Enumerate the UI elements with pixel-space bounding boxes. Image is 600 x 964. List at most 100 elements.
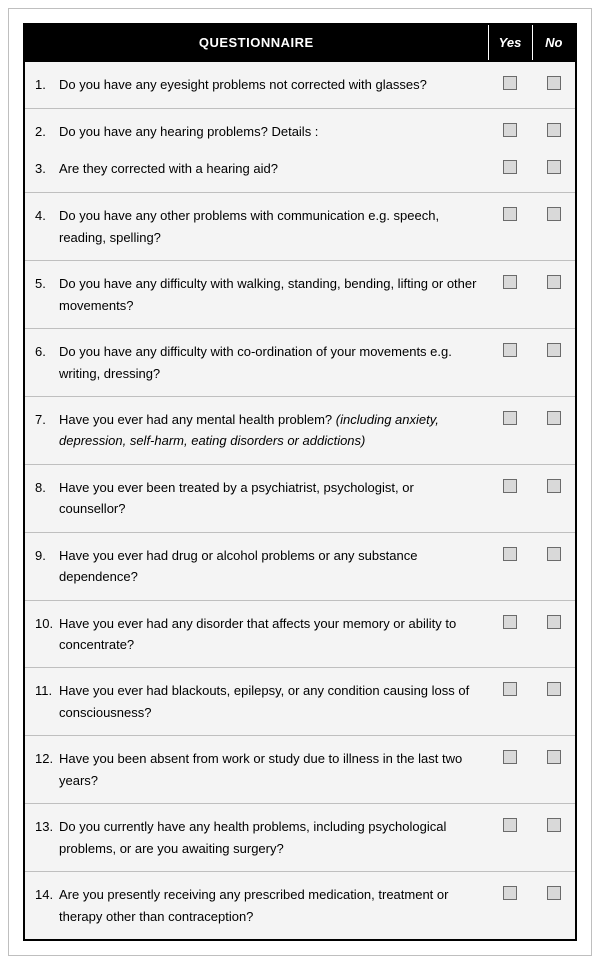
header-title: QUESTIONNAIRE xyxy=(24,24,488,61)
yes-cell xyxy=(488,668,532,736)
question-cell: 8.Have you ever been treated by a psychi… xyxy=(24,464,488,532)
question-main-text: Have you ever had blackouts, epilepsy, o… xyxy=(59,683,469,719)
question-cell: 12.Have you been absent from work or stu… xyxy=(24,736,488,804)
question-row: 2.Do you have any hearing problems? Deta… xyxy=(24,109,576,156)
checkbox-no[interactable] xyxy=(547,207,561,221)
checkbox-yes[interactable] xyxy=(503,76,517,90)
question-text: Do you have any other problems with comm… xyxy=(59,205,478,248)
checkbox-yes[interactable] xyxy=(503,207,517,221)
no-cell xyxy=(532,532,576,600)
checkbox-no[interactable] xyxy=(547,479,561,493)
checkbox-no[interactable] xyxy=(547,547,561,561)
checkbox-yes[interactable] xyxy=(503,479,517,493)
question-cell: 14.Are you presently receiving any presc… xyxy=(24,872,488,940)
yes-cell xyxy=(488,61,532,109)
question-cell: 3. Are they corrected with a hearing aid… xyxy=(24,156,488,193)
yes-cell xyxy=(488,464,532,532)
no-cell xyxy=(532,804,576,872)
yes-cell xyxy=(488,600,532,668)
question-row: 10.Have you ever had any disorder that a… xyxy=(24,600,576,668)
question-cell: 2.Do you have any hearing problems? Deta… xyxy=(24,109,488,156)
question-cell: 11.Have you ever had blackouts, epilepsy… xyxy=(24,668,488,736)
question-row: 6.Do you have any difficulty with co-ord… xyxy=(24,329,576,397)
checkbox-no[interactable] xyxy=(547,275,561,289)
question-main-text: Do you have any other problems with comm… xyxy=(59,208,439,244)
question-row: 12.Have you been absent from work or stu… xyxy=(24,736,576,804)
checkbox-no[interactable] xyxy=(547,160,561,174)
yes-cell xyxy=(488,109,532,156)
question-row: 7.Have you ever had any mental health pr… xyxy=(24,396,576,464)
checkbox-yes[interactable] xyxy=(503,886,517,900)
checkbox-yes[interactable] xyxy=(503,160,517,174)
yes-cell xyxy=(488,736,532,804)
header-no: No xyxy=(532,24,576,61)
checkbox-yes[interactable] xyxy=(503,750,517,764)
question-cell: 1.Do you have any eyesight problems not … xyxy=(24,61,488,109)
question-row: 13.Do you currently have any health prob… xyxy=(24,804,576,872)
question-row: 9.Have you ever had drug or alcohol prob… xyxy=(24,532,576,600)
question-text: Are they corrected with a hearing aid? xyxy=(59,158,478,179)
question-row: 14.Are you presently receiving any presc… xyxy=(24,872,576,940)
question-main-text: Are they corrected with a hearing aid? xyxy=(59,161,278,176)
yes-cell xyxy=(488,872,532,940)
question-main-text: Have you been absent from work or study … xyxy=(59,751,462,787)
no-cell xyxy=(532,396,576,464)
question-main-text: Have you ever been treated by a psychiat… xyxy=(59,480,414,516)
checkbox-no[interactable] xyxy=(547,886,561,900)
question-text: Have you ever had any disorder that affe… xyxy=(59,613,478,656)
question-text: Do you have any difficulty with walking,… xyxy=(59,273,478,316)
checkbox-no[interactable] xyxy=(547,818,561,832)
checkbox-no[interactable] xyxy=(547,343,561,357)
checkbox-no[interactable] xyxy=(547,615,561,629)
question-row: 8.Have you ever been treated by a psychi… xyxy=(24,464,576,532)
question-main-text: Have you ever had drug or alcohol proble… xyxy=(59,548,417,584)
checkbox-yes[interactable] xyxy=(503,411,517,425)
question-text: Do you have any eyesight problems not co… xyxy=(59,74,478,95)
checkbox-yes[interactable] xyxy=(503,818,517,832)
question-number: 10. xyxy=(35,613,59,656)
question-number: 12. xyxy=(35,748,59,791)
question-main-text: Do you currently have any health problem… xyxy=(59,819,446,855)
question-text: Do you have any hearing problems? Detail… xyxy=(59,121,478,142)
question-text: Have you ever had any mental health prob… xyxy=(59,409,478,452)
yes-cell xyxy=(488,193,532,261)
question-number: 9. xyxy=(35,545,59,588)
no-cell xyxy=(532,61,576,109)
question-number: 14. xyxy=(35,884,59,927)
checkbox-no[interactable] xyxy=(547,123,561,137)
checkbox-yes[interactable] xyxy=(503,123,517,137)
question-number: 4. xyxy=(35,205,59,248)
question-text: Have you ever been treated by a psychiat… xyxy=(59,477,478,520)
questionnaire-table: QUESTIONNAIRE Yes No 1.Do you have any e… xyxy=(23,23,577,941)
no-cell xyxy=(532,736,576,804)
question-number: 2. xyxy=(35,121,59,142)
yes-cell xyxy=(488,804,532,872)
question-number: 3. xyxy=(35,158,59,179)
checkbox-yes[interactable] xyxy=(503,343,517,357)
yes-cell xyxy=(488,329,532,397)
checkbox-yes[interactable] xyxy=(503,547,517,561)
question-row: 1.Do you have any eyesight problems not … xyxy=(24,61,576,109)
question-main-text: Do you have any hearing problems? Detail… xyxy=(59,124,318,139)
question-cell: 7.Have you ever had any mental health pr… xyxy=(24,396,488,464)
question-row: 4.Do you have any other problems with co… xyxy=(24,193,576,261)
checkbox-yes[interactable] xyxy=(503,275,517,289)
checkbox-no[interactable] xyxy=(547,682,561,696)
question-text: Have you ever had blackouts, epilepsy, o… xyxy=(59,680,478,723)
question-text: Have you been absent from work or study … xyxy=(59,748,478,791)
checkbox-yes[interactable] xyxy=(503,615,517,629)
checkbox-no[interactable] xyxy=(547,411,561,425)
no-cell xyxy=(532,156,576,193)
question-main-text: Do you have any difficulty with co-ordin… xyxy=(59,344,452,380)
checkbox-no[interactable] xyxy=(547,750,561,764)
checkbox-no[interactable] xyxy=(547,76,561,90)
question-number: 7. xyxy=(35,409,59,452)
header-row: QUESTIONNAIRE Yes No xyxy=(24,24,576,61)
no-cell xyxy=(532,329,576,397)
question-row: 3. Are they corrected with a hearing aid… xyxy=(24,156,576,193)
checkbox-yes[interactable] xyxy=(503,682,517,696)
question-cell: 6.Do you have any difficulty with co-ord… xyxy=(24,329,488,397)
question-main-text: Do you have any difficulty with walking,… xyxy=(59,276,476,312)
no-cell xyxy=(532,193,576,261)
question-row: 11.Have you ever had blackouts, epilepsy… xyxy=(24,668,576,736)
